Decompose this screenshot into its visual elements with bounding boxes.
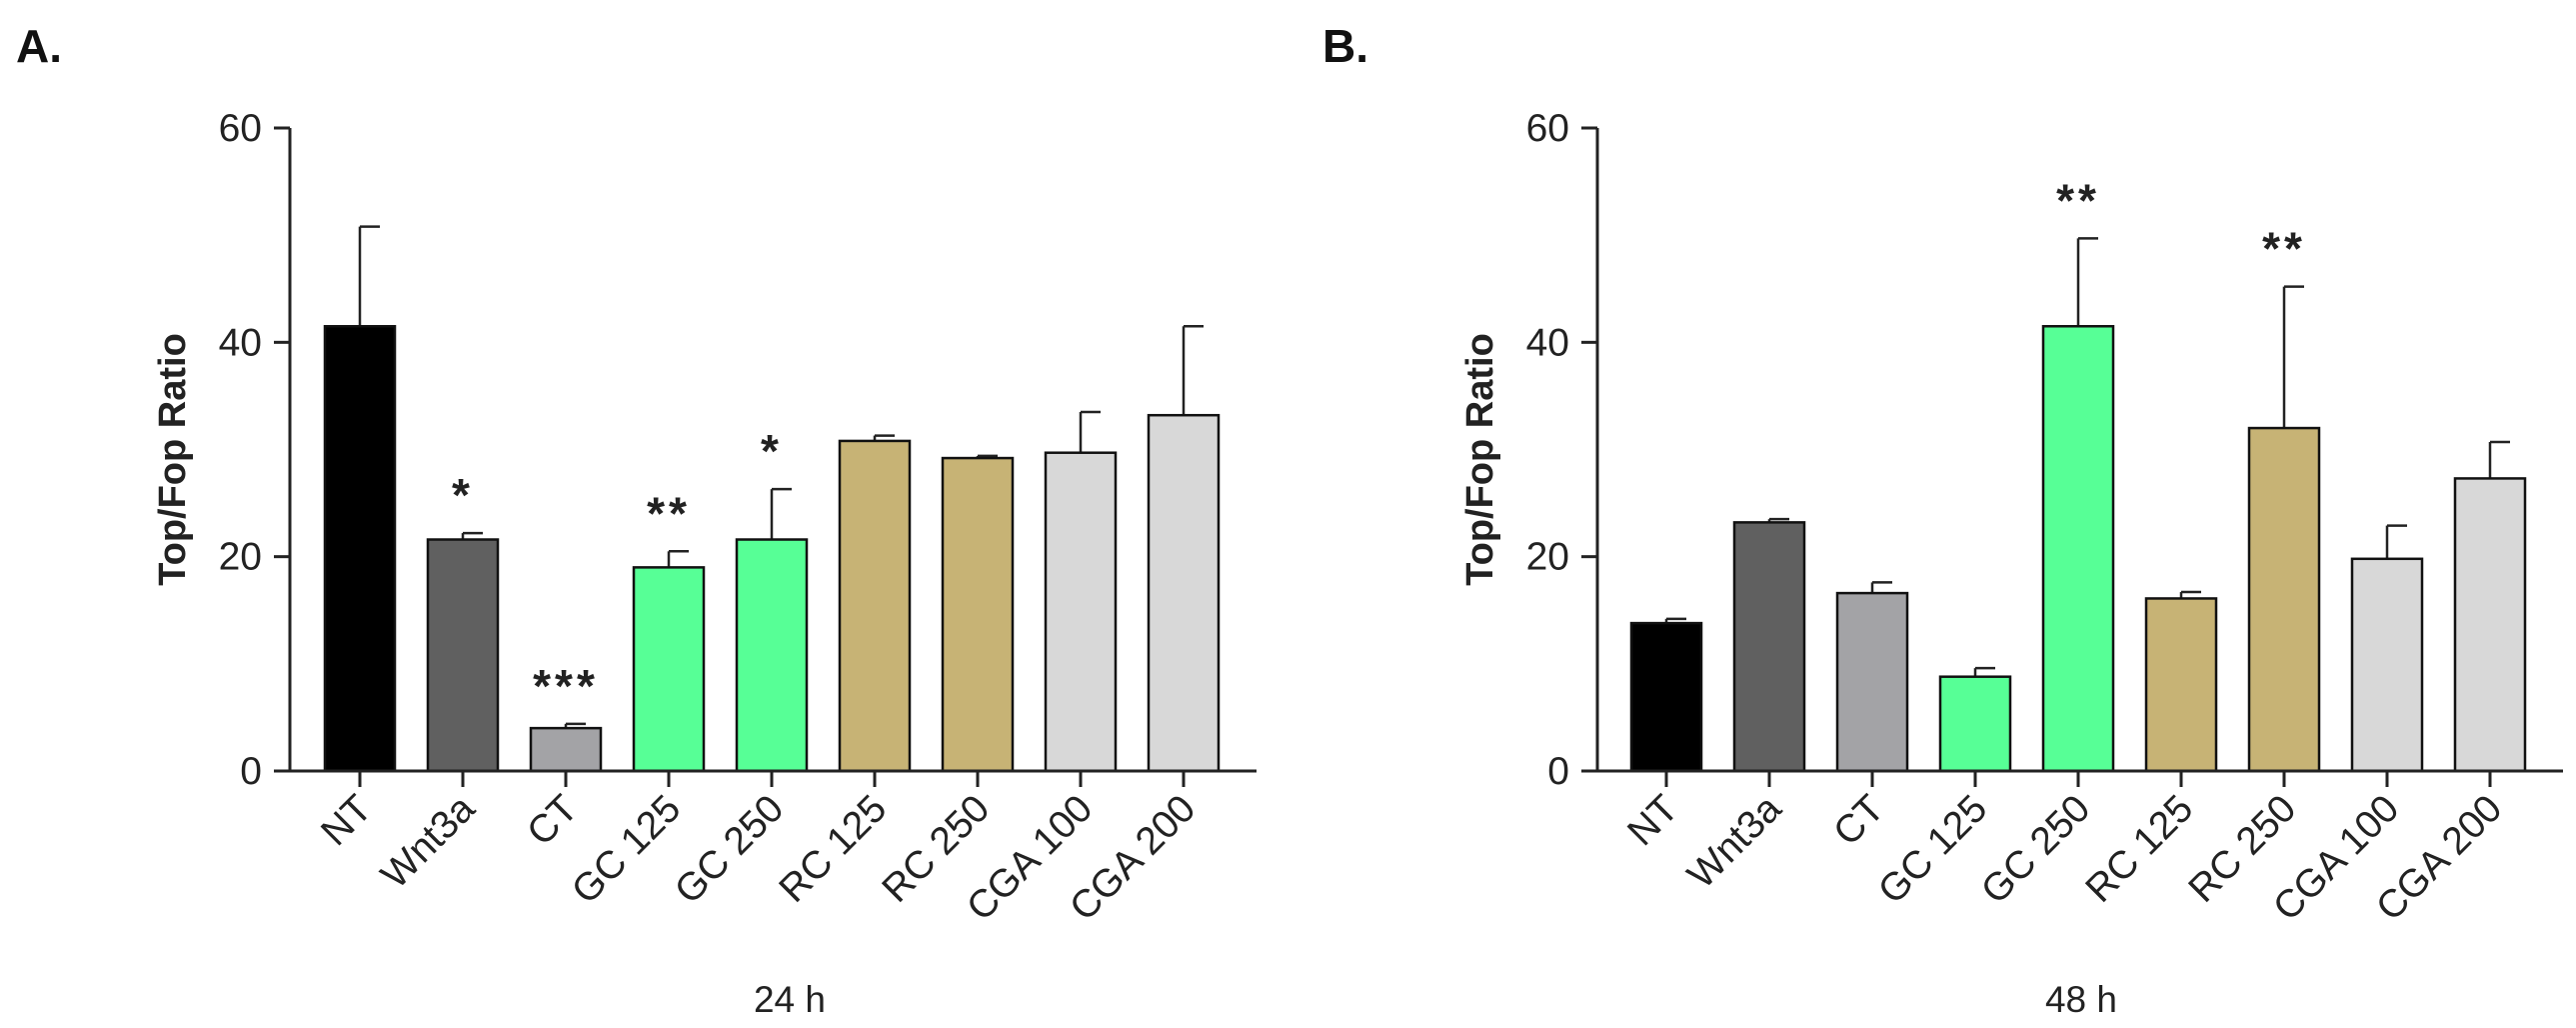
- bar: [1044, 451, 1118, 773]
- category-label: RC 125: [2077, 787, 2201, 911]
- category-label: CT: [519, 787, 586, 854]
- bar: [2453, 477, 2527, 773]
- y-axis-title: Top/Fop Ratio: [152, 333, 194, 586]
- y-tick-label: 0: [1547, 750, 1569, 793]
- y-tick-label: 60: [219, 107, 262, 150]
- category-label: NT: [1619, 787, 1686, 854]
- y-tick-label: 20: [1526, 536, 1569, 579]
- y-axis-title: Top/Fop Ratio: [1459, 333, 1501, 586]
- bar: [2041, 325, 2115, 773]
- bar: [1938, 675, 2012, 773]
- category-label: NT: [313, 787, 380, 854]
- category-label: Wnt3a: [373, 787, 483, 897]
- category-label: GC 125: [1870, 787, 1995, 912]
- category-label: GC 250: [667, 787, 792, 912]
- bar: [1732, 521, 1806, 773]
- category-label: GC 125: [564, 787, 689, 912]
- significance-mark: **: [2262, 223, 2306, 275]
- significance-mark: *: [452, 469, 474, 521]
- bar: [426, 538, 500, 773]
- bar: [735, 538, 809, 773]
- bar: [1835, 591, 1909, 773]
- category-label: GC 250: [1973, 787, 2098, 912]
- significance-mark: **: [647, 487, 691, 539]
- chart-panel-a: A. 0 20 40 60 Top/Fop Ratio NT * Wnt3a *** CT ** GC …: [16, 20, 1257, 1020]
- y-tick-label: 40: [1526, 321, 1569, 364]
- bar: [323, 325, 397, 773]
- significance-mark: ***: [533, 660, 599, 712]
- y-tick-label: 60: [1526, 107, 1569, 150]
- bar: [2144, 597, 2218, 773]
- bar: [1147, 413, 1221, 773]
- category-label: RC 125: [771, 787, 895, 911]
- y-tick-label: 0: [240, 750, 262, 793]
- significance-mark: *: [761, 425, 783, 477]
- bar: [529, 726, 603, 773]
- bar: [1629, 621, 1703, 773]
- bar: [838, 439, 912, 773]
- x-axis-title: 24 h: [754, 979, 826, 1020]
- bar: [632, 566, 706, 773]
- y-tick-label: 40: [219, 321, 262, 364]
- significance-mark: **: [2056, 174, 2100, 226]
- panel-label: B.: [1322, 20, 1368, 72]
- panel-label: A.: [16, 20, 62, 72]
- bar: [941, 456, 1015, 773]
- bar: [2247, 426, 2321, 773]
- x-axis-title: 48 h: [2045, 979, 2117, 1020]
- category-label: Wnt3a: [1679, 787, 1789, 897]
- bar: [2350, 557, 2424, 773]
- category-label: CT: [1825, 787, 1892, 854]
- y-tick-label: 20: [219, 536, 262, 579]
